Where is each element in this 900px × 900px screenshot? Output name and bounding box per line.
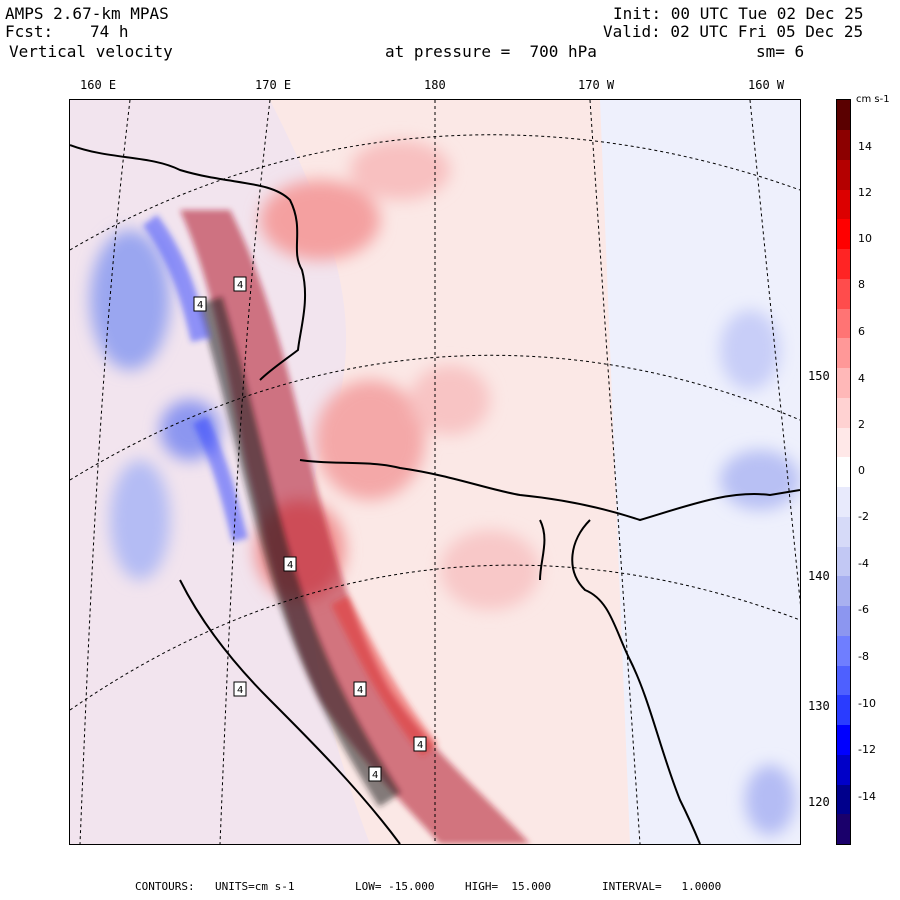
station-mark-box — [233, 276, 247, 292]
lat-label-150w: 150 W — [808, 369, 845, 383]
colorbar-segment — [837, 665, 850, 696]
forecast-label: Fcst: — [5, 22, 54, 41]
colorbar-segment — [837, 189, 850, 220]
colorbar-segment — [837, 367, 850, 398]
colorbar-segment — [837, 814, 850, 845]
shaded-patch — [350, 140, 450, 200]
station-mark-label: 4 — [287, 560, 293, 571]
colorbar-segment — [837, 427, 850, 458]
colorbar-segment — [837, 159, 850, 190]
mountain-band — [142, 210, 530, 844]
colorbar-tick-label: -14 — [858, 790, 876, 803]
station-mark-box — [368, 766, 382, 782]
colorbar-tick-label: -2 — [858, 510, 869, 523]
contours-units: UNITS=cm s-1 — [215, 880, 295, 893]
colorbar-tick-label: -8 — [858, 650, 869, 663]
forecast-hour: 74 h — [90, 22, 129, 41]
shaded-patch — [720, 310, 780, 390]
colorbar-tick-label: 14 — [858, 140, 872, 153]
colorbar-segment — [837, 635, 850, 666]
lon-label-180: 180 — [424, 78, 446, 92]
colorbar-tick-label: 4 — [858, 372, 865, 385]
map-canvas: 4 4 4 4 4 4 4 — [70, 100, 800, 844]
colorbar-segment — [837, 397, 850, 428]
station-mark-label: 4 — [197, 300, 203, 311]
colorbar-segment — [837, 605, 850, 636]
valid-time: Valid: 02 UTC Fri 05 Dec 25 — [603, 22, 864, 41]
lon-label-170w: 170 W — [578, 78, 615, 92]
colorbar-segment — [837, 724, 850, 755]
colorbar-segment — [837, 695, 850, 726]
colorbar-tick-label: -12 — [858, 743, 876, 756]
colorbar-segment — [837, 754, 850, 785]
station-mark-box — [353, 681, 367, 697]
colorbar-segment — [837, 308, 850, 339]
lon-label-160e: 160 E — [80, 78, 117, 92]
colorbar-segment — [837, 546, 850, 577]
station-mark-box — [193, 296, 207, 312]
station-mark-box — [283, 556, 297, 572]
colorbar-segment — [837, 219, 850, 250]
lon-label-170e: 170 E — [255, 78, 292, 92]
colorbar-tick-label: 12 — [858, 186, 872, 199]
colorbar-segment — [837, 784, 850, 815]
color-scale-bar — [836, 99, 851, 845]
coastline — [70, 144, 800, 844]
shaded-patch — [440, 530, 540, 610]
contours-interval: INTERVAL= 1.0000 — [602, 880, 722, 893]
station-mark-box — [233, 681, 247, 697]
station-mark-label: 4 — [417, 740, 423, 751]
contours-low: LOW= -15.000 — [355, 880, 435, 893]
contours-high: HIGH= 15.000 — [465, 880, 552, 893]
init-time: Init: 00 UTC Tue 02 Dec 25 — [613, 4, 864, 23]
colorbar-tick-label: 8 — [858, 278, 865, 291]
station-mark-box — [413, 736, 427, 752]
shaded-patch — [315, 380, 425, 500]
graticule — [70, 100, 800, 844]
colorbar-unit: cm s-1 — [856, 94, 890, 105]
field-name: Vertical velocity — [9, 42, 173, 61]
colorbar-tick-label: -10 — [858, 697, 876, 710]
contours-label: CONTOURS: — [135, 880, 195, 893]
colorbar-segment — [837, 457, 850, 488]
shaded-patch — [745, 765, 795, 835]
station-mark-label: 4 — [237, 685, 243, 696]
colorbar-segment — [837, 278, 850, 309]
vertical-velocity-map: 4 4 4 4 4 4 4 — [69, 99, 801, 845]
colorbar-tick-label: -4 — [858, 557, 869, 570]
lon-label-160w: 160 W — [748, 78, 785, 92]
colorbar-segment — [837, 129, 850, 160]
colorbar-tick-label: -6 — [858, 603, 869, 616]
shaded-patch — [410, 365, 490, 435]
shaded-patch — [720, 450, 800, 510]
shaded-patch — [90, 230, 170, 370]
model-title: AMPS 2.67-km MPAS — [5, 4, 169, 23]
lat-label-140w: 140 W — [808, 569, 845, 583]
colorbar-segment — [837, 516, 850, 547]
colorbar-segment — [837, 100, 850, 130]
smoothing-label: sm= 6 — [756, 42, 805, 61]
colorbar-tick-label: 0 — [858, 464, 865, 477]
colorbar-segment — [837, 576, 850, 607]
colorbar-segment — [837, 486, 850, 517]
pressure-level: at pressure = 700 hPa — [385, 42, 597, 61]
lat-label-120w: 120 W — [808, 795, 845, 809]
colorbar-tick-label: 2 — [858, 418, 865, 431]
colorbar-segment — [837, 338, 850, 369]
shaded-patch — [110, 460, 170, 580]
station-mark-label: 4 — [357, 685, 363, 696]
colorbar-segment — [837, 248, 850, 279]
colorbar-tick-label: 10 — [858, 232, 872, 245]
station-mark-label: 4 — [372, 770, 378, 781]
lat-label-130w: 130 W — [808, 699, 845, 713]
station-marks: 4 4 4 4 4 4 4 — [193, 276, 427, 782]
colorbar-tick-label: 6 — [858, 325, 865, 338]
station-mark-label: 4 — [237, 280, 243, 291]
